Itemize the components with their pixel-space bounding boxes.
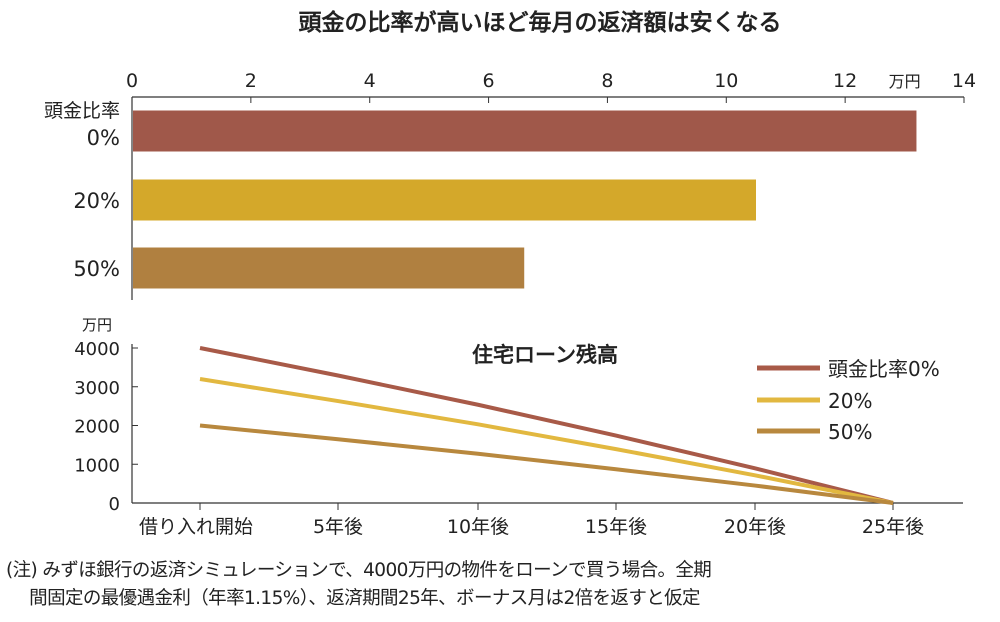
x-tick-label: 10 [714,70,738,92]
y-unit-label: 万円 [82,316,112,334]
line-chart-title: 住宅ローン残高 [472,343,618,367]
x-tick-label: 12 [833,70,857,92]
series-line-0 [199,346,894,505]
chart-title: 頭金の比率が高いほど毎月の返済額は安くなる [299,9,782,36]
legend-label: 50% [828,420,872,444]
chart-svg: 頭金の比率が高いほど毎月の返済額は安くなる 0 2 4 6 8 10 12 14万円頭金比率0… [44,9,976,538]
footnote-line-2: 間固定の最優遇金利（年率1.15%）、返済期間25年、ボーナス月は2倍を返すと仮… [6,588,700,609]
bar-1 [133,179,756,221]
bar-category-label: 頭金比率 [44,100,120,122]
x-tick-label: 6 [483,70,495,92]
line-chart: 万円 0 1000 2000 3000 4000 借り入れ開始 5年後 10年後 15年後 20年後… [74,316,963,538]
x-tick-label: 8 [601,70,613,92]
x-tick-label: 14 [952,70,976,92]
x-tick-label: 2 [245,70,257,92]
legend-label: 20% [828,389,872,413]
x-tick-label: 4 [364,70,376,92]
x-tick-label: 0 [126,70,138,92]
x-tick-label: 25年後 [862,516,924,538]
y-tick-label: 4000 [74,339,120,360]
bar-category-label: 50% [73,257,120,281]
x-tick-label: 20年後 [724,516,786,538]
x-tick-label: 5年後 [313,516,363,538]
series-line-2 [199,423,894,505]
footnote-line-1: (注) みずほ銀行の返済シミュレーションで、4000万円の物件をローンで買う場合… [6,560,712,581]
x-tick-label: 15年後 [585,516,647,538]
y-tick-label: 2000 [74,417,120,438]
y-tick-label: 3000 [74,378,120,399]
series-line-1 [199,377,894,505]
x-tick-label: 10年後 [447,516,509,538]
y-tick-label: 1000 [74,455,120,476]
x-unit-label: 万円 [889,72,921,91]
x-tick-label: 借り入れ開始 [139,516,253,538]
bar-category-label: 0% [87,126,120,150]
bar-category-label: 20% [73,189,120,213]
bar-0 [133,110,917,152]
legend-label: 頭金比率0% [828,357,940,381]
y-tick-label: 0 [109,494,120,515]
bar-2 [133,247,525,289]
